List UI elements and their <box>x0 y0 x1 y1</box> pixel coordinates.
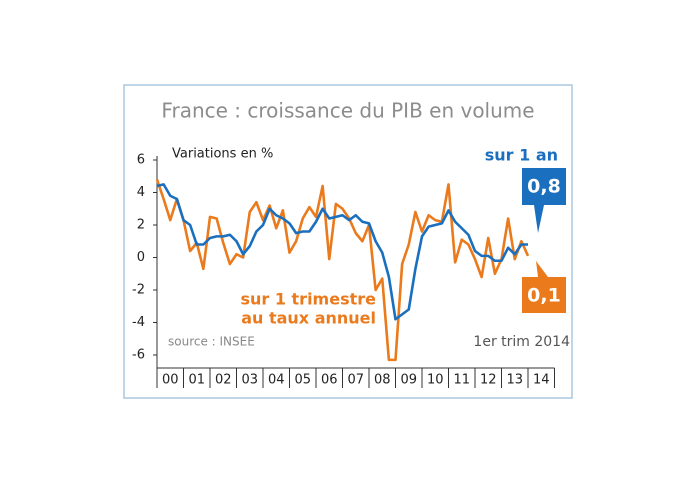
y-tick-label: -4 <box>132 315 145 330</box>
x-tick-label: 13 <box>506 373 523 388</box>
x-tick-label: 14 <box>533 373 550 388</box>
legend-label: sur 1 trimestre <box>240 290 376 309</box>
series-line <box>156 183 528 321</box>
callout <box>522 168 566 233</box>
x-tick-label: 05 <box>294 373 311 388</box>
y-tick-label: -6 <box>132 348 145 363</box>
x-tick-label: 10 <box>427 373 444 388</box>
legend-label: au taux annuel <box>241 309 376 328</box>
y-tick-label: 4 <box>137 185 145 200</box>
y-tick-label: 0 <box>137 250 145 265</box>
frame <box>123 84 573 399</box>
y-tick-label: -2 <box>132 283 145 298</box>
callout <box>522 261 566 313</box>
y-axis-label: Variations en % <box>172 147 273 162</box>
x-tick-label: 02 <box>215 373 232 388</box>
x-tick-label: 06 <box>321 373 338 388</box>
x-tick-label: 01 <box>188 373 205 388</box>
end-label: 0,8 <box>527 176 561 198</box>
x-tick-label: 03 <box>241 373 258 388</box>
legend-label: sur 1 an <box>485 146 558 165</box>
y-tick-label: 6 <box>137 153 145 168</box>
x-tick-label: 07 <box>347 373 364 388</box>
y-tick-label: 2 <box>137 218 145 233</box>
series-line <box>155 179 530 362</box>
x-tick-label: 08 <box>374 373 391 388</box>
x-tick-label: 12 <box>480 373 497 388</box>
source: source : INSEE <box>168 335 255 349</box>
x-tick-label: 09 <box>400 373 417 388</box>
end-label: 0,1 <box>527 285 561 307</box>
x-tick-label: 11 <box>453 373 470 388</box>
x-tick-label: 00 <box>162 373 179 388</box>
x-tick-label: 04 <box>268 373 285 388</box>
chart-title: France : croissance du PIB en volume <box>161 99 534 123</box>
period-note: 1er trim 2014 <box>473 334 570 350</box>
